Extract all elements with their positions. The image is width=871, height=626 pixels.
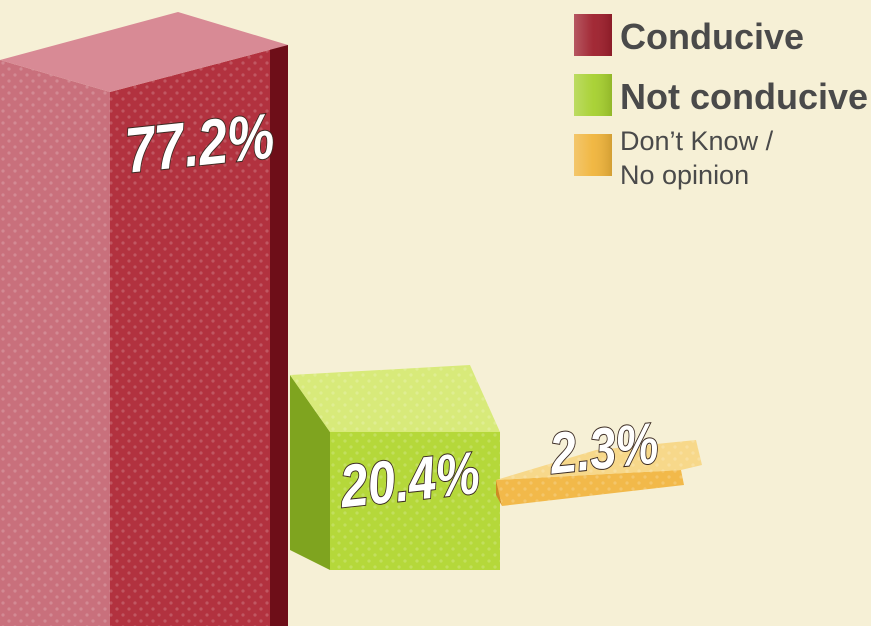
bar-2-front-texture <box>330 432 500 570</box>
bar-3-top-texture <box>496 440 702 480</box>
bar-2-side-face <box>290 375 330 570</box>
bar-2 <box>290 365 500 570</box>
bar-1-edge-shade <box>270 45 288 626</box>
value-label-3: 2.3% <box>546 411 661 487</box>
legend: Conducive Not conducive Don’t Know / No opi… <box>574 14 868 190</box>
legend-swatch-shine-2 <box>574 74 612 116</box>
value-label-1: 77.2% <box>122 101 277 187</box>
legend-label-1: Conducive <box>620 16 804 57</box>
bars-layer <box>0 12 702 626</box>
value-label-2: 20.4% <box>336 438 483 520</box>
bar-1-front-texture <box>0 60 110 626</box>
bar-1-top-face <box>0 12 288 92</box>
legend-label-3-line2: No opinion <box>620 160 749 190</box>
legend-swatch-shine-1 <box>574 14 612 56</box>
bar-1 <box>0 12 288 626</box>
value-labels-layer: 77.2% 20.4% 2.3% <box>121 100 662 522</box>
bar-3 <box>496 440 702 506</box>
legend-label-3-line1: Don’t Know / <box>620 126 774 156</box>
legend-item-3: Don’t Know / No opinion <box>574 126 774 190</box>
legend-swatch-shine-3 <box>574 134 612 176</box>
legend-label-2: Not conducive <box>620 76 868 117</box>
legend-item-2: Not conducive <box>574 74 868 117</box>
bar-3-front-texture <box>496 470 684 506</box>
bar-2-top-texture <box>290 365 500 432</box>
bar-1-side-texture <box>110 45 288 626</box>
legend-item-1: Conducive <box>574 14 804 57</box>
